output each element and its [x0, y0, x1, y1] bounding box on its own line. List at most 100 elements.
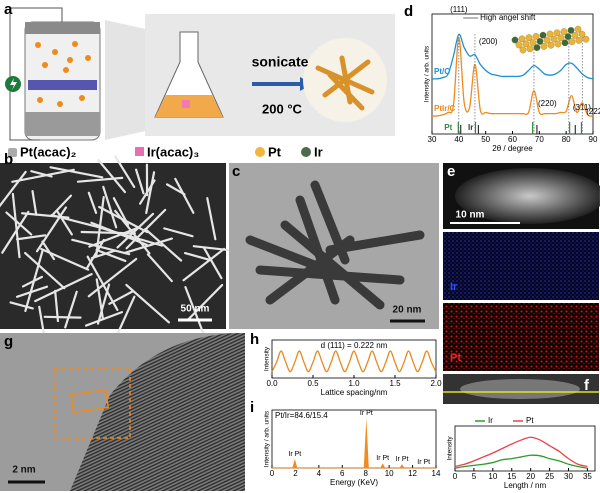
sem-wire [90, 221, 148, 246]
sem-wire [15, 234, 47, 241]
atom [536, 38, 544, 45]
atom [515, 41, 523, 49]
sem-wire [35, 206, 68, 253]
sem-wire [49, 166, 104, 179]
atom [511, 36, 519, 44]
atom [550, 35, 558, 43]
legend-label: Pt/C [434, 67, 450, 76]
sem-wire [64, 290, 78, 329]
sem-wire [24, 249, 44, 313]
legend-label: Ir [314, 144, 323, 159]
reference-label: Pt [444, 123, 452, 132]
x-tick-label: 2.0 [430, 379, 442, 388]
atom [525, 34, 533, 41]
x-tick-label: 0 [270, 469, 275, 478]
peak-annotation: (111) [450, 5, 468, 14]
x-tick-label: 0.0 [266, 379, 278, 388]
atom [522, 40, 530, 48]
atom [557, 34, 565, 42]
sem-wire [116, 212, 155, 249]
legend-label: Ir [488, 416, 493, 425]
x-tick-label: 10 [488, 472, 497, 481]
x-tick-label: 0 [453, 472, 458, 481]
atom [526, 45, 534, 53]
atom [533, 44, 541, 51]
sem-wire [30, 170, 53, 178]
sem-wire [5, 211, 33, 236]
x-tick-label: 15 [507, 472, 516, 481]
map-label: Pt [450, 352, 461, 364]
x-tick-label: 6 [340, 469, 345, 478]
panel-label: g [4, 333, 13, 350]
pt-map [443, 303, 599, 371]
atom [560, 28, 568, 35]
sem-wire [97, 159, 127, 194]
atom [546, 30, 554, 38]
legend-label: Pt [268, 144, 282, 159]
panel-label: b [4, 151, 13, 168]
x-tick-label: 12 [408, 469, 417, 478]
annotation: High angel shift [480, 13, 536, 22]
sem-wire [182, 247, 226, 282]
sem-wire [123, 237, 173, 255]
sem-wire [11, 192, 21, 259]
scale-bar-label: 2 nm [12, 465, 35, 476]
peak-annotation: (311) [573, 103, 591, 112]
atom [554, 40, 562, 48]
peak-annotation: (222) [586, 107, 600, 116]
sem-wire [145, 171, 156, 215]
sem-wire [38, 305, 46, 338]
sem-wire [15, 285, 49, 298]
peak-annotation: (200) [479, 37, 498, 46]
x-tick-label: 4 [317, 469, 322, 478]
sem-wire [1, 210, 30, 254]
x-axis-label: 2θ / degree [492, 144, 533, 153]
sem-wire [56, 210, 73, 236]
panel-label: h [250, 331, 259, 348]
sem-wires [0, 155, 232, 350]
x-tick-label: 30 [564, 472, 573, 481]
panel-label: f [584, 377, 590, 394]
sem-wire [52, 194, 73, 216]
sem-wire [40, 247, 90, 271]
legend-label: PtIr/C [434, 104, 456, 113]
spectrum-peak [399, 464, 405, 468]
x-tick-label: 80 [562, 135, 571, 144]
sem-wire [43, 315, 82, 319]
atom [519, 46, 527, 54]
atom [574, 25, 582, 33]
sem-wire [163, 227, 194, 238]
sem-wire [87, 257, 138, 298]
panel-label: i [250, 399, 254, 416]
peak-label: Ir Pt [376, 455, 389, 462]
sem-wire [76, 176, 124, 183]
atom [543, 36, 551, 44]
sem-wire [86, 255, 119, 311]
spectrum-peak [292, 459, 298, 468]
atom [518, 35, 526, 43]
peak-label: Ir Pt [417, 459, 430, 466]
sem-wire [144, 227, 183, 262]
x-tick-label: 20 [526, 472, 535, 481]
x-tick-label: 2 [293, 469, 298, 478]
tem-rods [245, 180, 425, 310]
ir-map [443, 232, 599, 300]
legend-label: Pt [526, 416, 534, 425]
x-tick-label: 60 [508, 135, 517, 144]
sem-wire [41, 240, 56, 261]
sem-wire [138, 179, 156, 205]
reference-label: Ir [468, 123, 473, 132]
annotation: Pt/Ir=84.6/15.4 [275, 411, 328, 420]
x-tick-label: 10 [385, 469, 394, 478]
x-tick-label: 30 [428, 135, 437, 144]
y-axis-label: Intensity [447, 436, 454, 461]
panel-label: c [232, 163, 240, 180]
scheme-step: sonicate [252, 54, 309, 70]
panel-label: d [404, 3, 413, 20]
atom [529, 39, 537, 46]
spectrum-peak [421, 466, 427, 468]
atom [567, 27, 575, 34]
atom [553, 29, 561, 37]
sem-wire [174, 177, 195, 214]
